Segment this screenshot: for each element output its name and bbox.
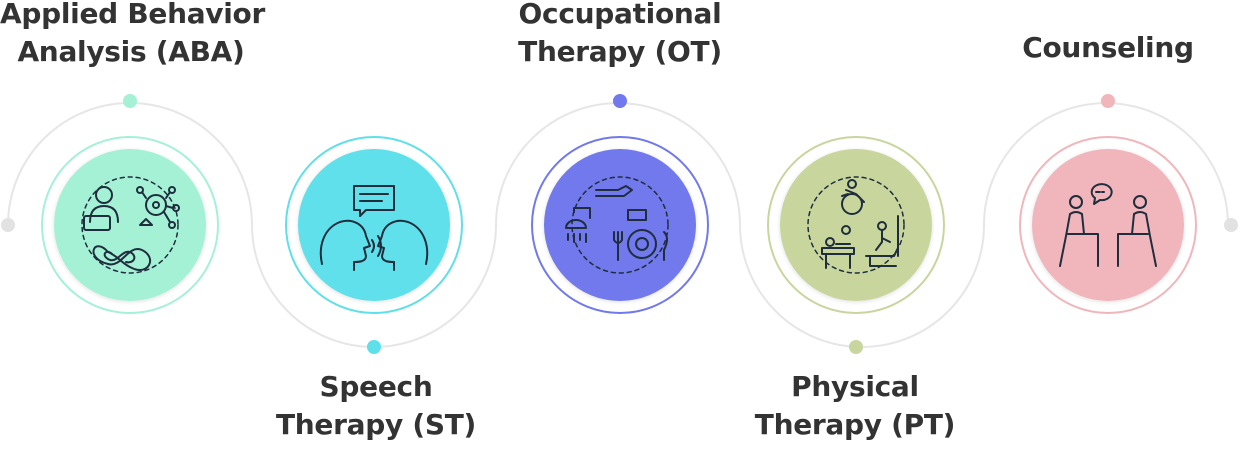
- ot-title-line2: Therapy (OT): [518, 35, 722, 68]
- pt-title-line2: Therapy (PT): [754, 408, 956, 441]
- aba-title-line1: Applied Behavior: [0, 0, 265, 30]
- ot-node: [531, 136, 709, 314]
- ot-title-line1: Occupational: [518, 0, 722, 30]
- st-title-line1: Speech: [319, 370, 433, 403]
- aba-node: [41, 136, 219, 314]
- aba-title: Applied Behavior Analysis (ABA): [0, 0, 265, 71]
- st-marker-dot: [367, 340, 381, 354]
- counsel-node: [1019, 136, 1197, 314]
- ot-title: Occupational Therapy (OT): [500, 0, 740, 71]
- aba-marker-dot: [123, 94, 137, 108]
- st-title-line2: Therapy (ST): [275, 408, 477, 441]
- track-end-dot: [1224, 218, 1238, 232]
- aba-icon: [81, 176, 180, 274]
- ot-marker-dot: [613, 94, 627, 108]
- track-start-dot: [1, 218, 15, 232]
- counseling-icon: [1059, 183, 1157, 267]
- counseling-title: Counseling: [1008, 29, 1208, 67]
- pt-marker-dot: [849, 340, 863, 354]
- physical-icon: [807, 176, 905, 274]
- aba-title-line2: Analysis (ABA): [17, 35, 245, 68]
- counseling-title-line1: Counseling: [1022, 31, 1194, 64]
- pt-title: Physical Therapy (PT): [745, 368, 965, 444]
- st-node: [285, 136, 463, 314]
- pt-node: [767, 136, 945, 314]
- counsel-marker-dot: [1101, 94, 1115, 108]
- st-title: Speech Therapy (ST): [265, 368, 487, 444]
- occupational-icon: [565, 176, 669, 274]
- pt-title-line1: Physical: [791, 370, 919, 403]
- speech-icon: [319, 185, 429, 271]
